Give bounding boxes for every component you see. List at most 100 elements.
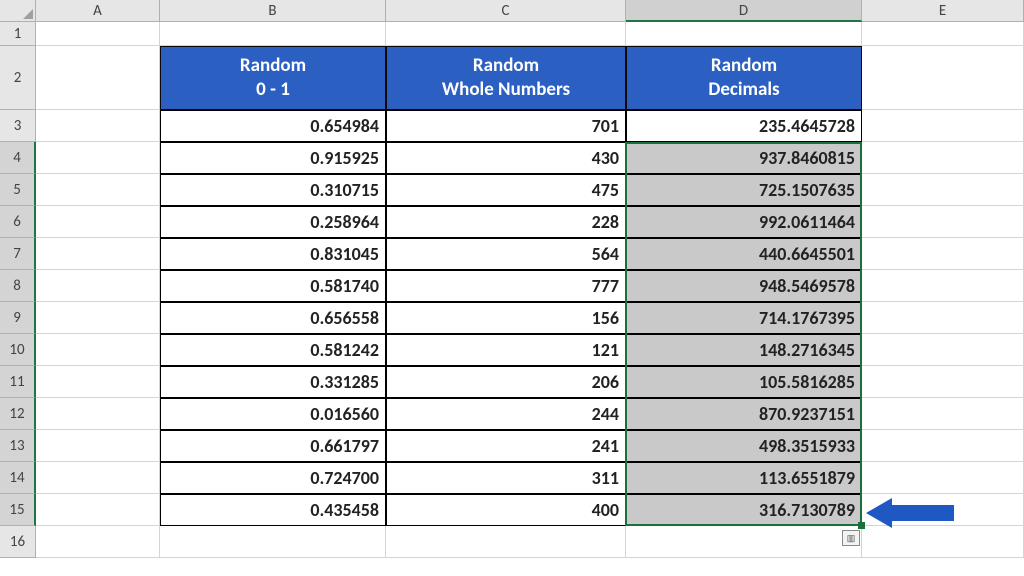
cell-D8[interactable]: 948.5469578 bbox=[626, 270, 862, 302]
cell-B8[interactable]: 0.581740 bbox=[160, 270, 386, 302]
col-header-E[interactable]: E bbox=[862, 0, 1024, 22]
cell-B10[interactable]: 0.581242 bbox=[160, 334, 386, 366]
cell-D9[interactable]: 714.1767395 bbox=[626, 302, 862, 334]
cell-B6[interactable]: 0.258964 bbox=[160, 206, 386, 238]
row-header-10[interactable]: 10 bbox=[0, 334, 36, 366]
cell-B13[interactable]: 0.661797 bbox=[160, 430, 386, 462]
cell-A11[interactable] bbox=[36, 366, 160, 398]
cell-E1[interactable] bbox=[862, 22, 1024, 46]
cell-C2[interactable]: Random Whole Numbers bbox=[386, 46, 626, 110]
cell-D2[interactable]: Random Decimals bbox=[626, 46, 862, 110]
cell-E7[interactable] bbox=[862, 238, 1024, 270]
cell-A15[interactable] bbox=[36, 494, 160, 526]
cell-B15[interactable]: 0.435458 bbox=[160, 494, 386, 526]
cell-A7[interactable] bbox=[36, 238, 160, 270]
autofill-options-icon[interactable]: ▥ bbox=[842, 530, 860, 546]
cell-E10[interactable] bbox=[862, 334, 1024, 366]
cell-D5[interactable]: 725.1507635 bbox=[626, 174, 862, 206]
cell-A1[interactable] bbox=[36, 22, 160, 46]
cell-D7[interactable]: 440.6645501 bbox=[626, 238, 862, 270]
cell-C16[interactable] bbox=[386, 526, 626, 558]
cell-E12[interactable] bbox=[862, 398, 1024, 430]
cell-D16[interactable] bbox=[626, 526, 862, 558]
cell-B14[interactable]: 0.724700 bbox=[160, 462, 386, 494]
row-header-16[interactable]: 16 bbox=[0, 526, 36, 558]
row-header-12[interactable]: 12 bbox=[0, 398, 36, 430]
cell-C1[interactable] bbox=[386, 22, 626, 46]
cell-C15[interactable]: 400 bbox=[386, 494, 626, 526]
cell-B11[interactable]: 0.331285 bbox=[160, 366, 386, 398]
cell-B12[interactable]: 0.016560 bbox=[160, 398, 386, 430]
row-header-9[interactable]: 9 bbox=[0, 302, 36, 334]
cell-B16[interactable] bbox=[160, 526, 386, 558]
row-header-5[interactable]: 5 bbox=[0, 174, 36, 206]
col-header-B[interactable]: B bbox=[160, 0, 386, 22]
cell-A14[interactable] bbox=[36, 462, 160, 494]
row-header-2[interactable]: 2 bbox=[0, 46, 36, 110]
cell-D15[interactable]: 316.7130789 bbox=[626, 494, 862, 526]
cell-A8[interactable] bbox=[36, 270, 160, 302]
cell-D6[interactable]: 992.0611464 bbox=[626, 206, 862, 238]
cell-E4[interactable] bbox=[862, 142, 1024, 174]
cell-C5[interactable]: 475 bbox=[386, 174, 626, 206]
cell-A4[interactable] bbox=[36, 142, 160, 174]
cell-D4[interactable]: 937.8460815 bbox=[626, 142, 862, 174]
cell-A9[interactable] bbox=[36, 302, 160, 334]
cell-C12[interactable]: 244 bbox=[386, 398, 626, 430]
cell-D12[interactable]: 870.9237151 bbox=[626, 398, 862, 430]
cell-C14[interactable]: 311 bbox=[386, 462, 626, 494]
cell-A3[interactable] bbox=[36, 110, 160, 142]
cell-C13[interactable]: 241 bbox=[386, 430, 626, 462]
cell-B9[interactable]: 0.656558 bbox=[160, 302, 386, 334]
row-header-8[interactable]: 8 bbox=[0, 270, 36, 302]
row-header-13[interactable]: 13 bbox=[0, 430, 36, 462]
cell-A10[interactable] bbox=[36, 334, 160, 366]
cell-B7[interactable]: 0.831045 bbox=[160, 238, 386, 270]
cell-E6[interactable] bbox=[862, 206, 1024, 238]
cell-E2[interactable] bbox=[862, 46, 1024, 110]
cell-C10[interactable]: 121 bbox=[386, 334, 626, 366]
cell-B4[interactable]: 0.915925 bbox=[160, 142, 386, 174]
cell-C8[interactable]: 777 bbox=[386, 270, 626, 302]
row-header-4[interactable]: 4 bbox=[0, 142, 36, 174]
cell-A6[interactable] bbox=[36, 206, 160, 238]
cell-C4[interactable]: 430 bbox=[386, 142, 626, 174]
cell-B5[interactable]: 0.310715 bbox=[160, 174, 386, 206]
cell-A5[interactable] bbox=[36, 174, 160, 206]
cell-E9[interactable] bbox=[862, 302, 1024, 334]
cell-C9[interactable]: 156 bbox=[386, 302, 626, 334]
cell-C6[interactable]: 228 bbox=[386, 206, 626, 238]
row-header-15[interactable]: 15 bbox=[0, 494, 36, 526]
cell-E3[interactable] bbox=[862, 110, 1024, 142]
row-header-6[interactable]: 6 bbox=[0, 206, 36, 238]
cell-B1[interactable] bbox=[160, 22, 386, 46]
row-header-14[interactable]: 14 bbox=[0, 462, 36, 494]
col-header-A[interactable]: A bbox=[36, 0, 160, 22]
cell-A16[interactable] bbox=[36, 526, 160, 558]
cell-D14[interactable]: 113.6551879 bbox=[626, 462, 862, 494]
cell-E16[interactable] bbox=[862, 526, 1024, 558]
cell-B2[interactable]: Random 0 - 1 bbox=[160, 46, 386, 110]
spreadsheet-grid[interactable]: A B C D E 1 2 Random 0 - 1 Random Whole … bbox=[0, 0, 1024, 558]
cell-E11[interactable] bbox=[862, 366, 1024, 398]
cell-D11[interactable]: 105.5816285 bbox=[626, 366, 862, 398]
fill-handle[interactable] bbox=[858, 522, 865, 529]
cell-D13[interactable]: 498.3515933 bbox=[626, 430, 862, 462]
col-header-D[interactable]: D bbox=[626, 0, 862, 22]
cell-D3[interactable]: 235.4645728 bbox=[626, 110, 862, 142]
row-header-11[interactable]: 11 bbox=[0, 366, 36, 398]
select-all-corner[interactable] bbox=[0, 0, 36, 22]
cell-C11[interactable]: 206 bbox=[386, 366, 626, 398]
row-header-1[interactable]: 1 bbox=[0, 22, 36, 46]
cell-A12[interactable] bbox=[36, 398, 160, 430]
cell-A2[interactable] bbox=[36, 46, 160, 110]
col-header-C[interactable]: C bbox=[386, 0, 626, 22]
row-header-3[interactable]: 3 bbox=[0, 110, 36, 142]
cell-C7[interactable]: 564 bbox=[386, 238, 626, 270]
cell-E14[interactable] bbox=[862, 462, 1024, 494]
cell-A13[interactable] bbox=[36, 430, 160, 462]
row-header-7[interactable]: 7 bbox=[0, 238, 36, 270]
cell-B3[interactable]: 0.654984 bbox=[160, 110, 386, 142]
cell-E13[interactable] bbox=[862, 430, 1024, 462]
cell-E5[interactable] bbox=[862, 174, 1024, 206]
